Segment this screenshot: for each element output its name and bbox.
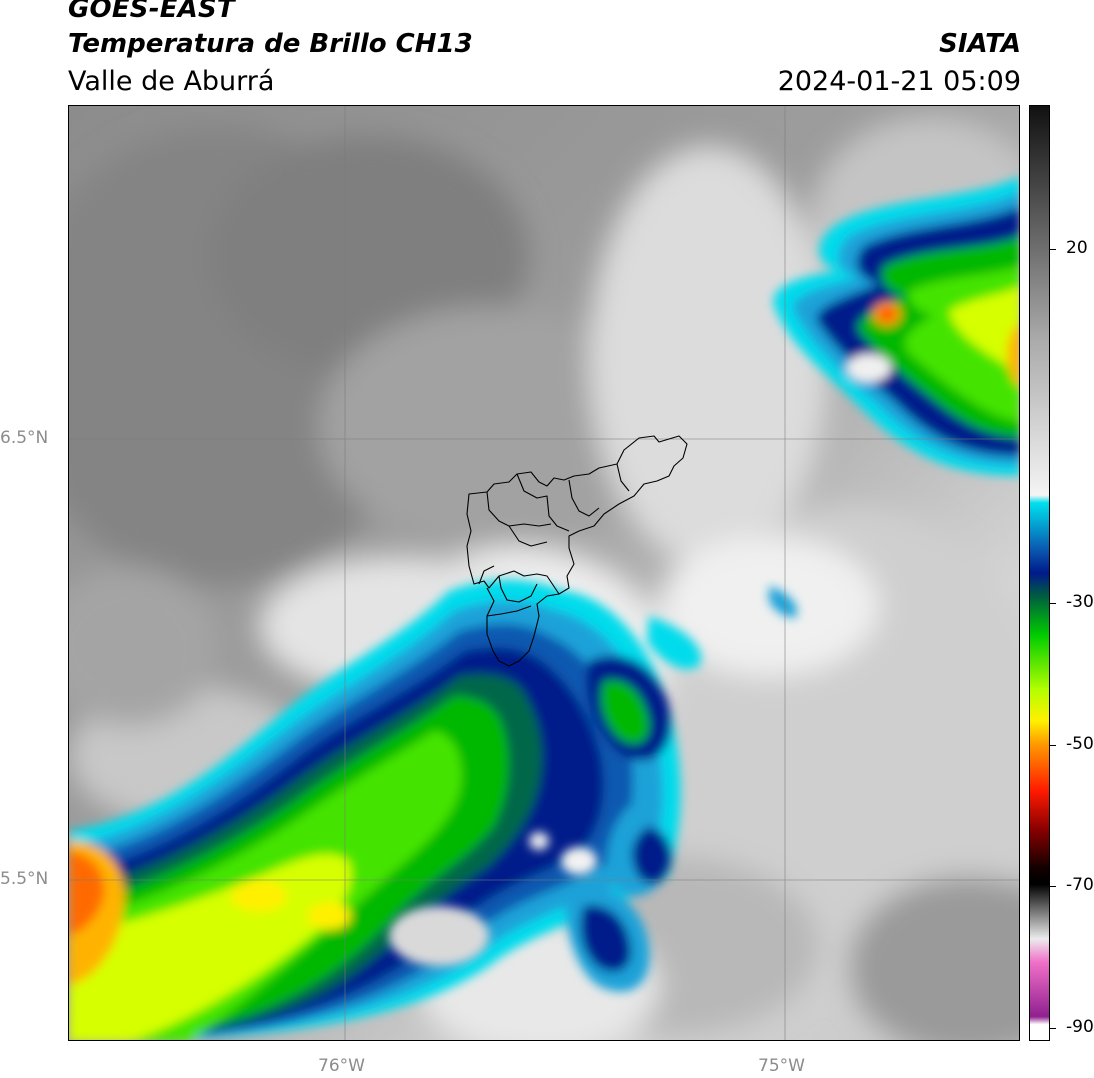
colorbar-tick-minus50 [1050, 745, 1056, 746]
colorbar-label-minus70: -70 [1066, 875, 1094, 895]
lat-label-5-5: 5.5°N [0, 869, 49, 889]
map-canvas [69, 106, 1019, 1040]
lon-label-76w: 76°W [318, 1056, 365, 1076]
colorbar-label-minus50: -50 [1066, 734, 1094, 754]
colorbar-tick-minus30 [1050, 603, 1056, 604]
organization-label: SIATA [939, 29, 1021, 59]
colorbar-label-20: 20 [1066, 238, 1088, 258]
convective-band-southwest [69, 579, 798, 1040]
product-title: Temperatura de Brillo CH13 [68, 29, 473, 59]
region-subtitle: Valle de Aburrá [68, 66, 275, 97]
colorbar-gradient [1030, 106, 1049, 1040]
convective-cluster-northeast [773, 176, 1019, 476]
lat-label-6-5: 6.5°N [0, 428, 49, 448]
lon-label-75w: 75°W [758, 1056, 805, 1076]
satellite-map[interactable] [68, 105, 1020, 1041]
valle-de-aburra-boundaries [466, 435, 688, 667]
colorbar-label-minus30: -30 [1066, 592, 1094, 612]
cloud-gaps [389, 832, 597, 966]
graticule [69, 106, 1019, 1040]
colorbar-tick-minus70 [1050, 886, 1056, 887]
timestamp-label: 2024-01-21 05:09 [777, 66, 1021, 97]
colorbar-tick-minus90 [1050, 1028, 1056, 1029]
colorbar-label-minus90: -90 [1066, 1017, 1094, 1037]
satellite-title: GOES-EAST [68, 0, 235, 24]
colorbar-tick-20 [1050, 249, 1056, 250]
temperature-colorbar [1029, 105, 1050, 1041]
